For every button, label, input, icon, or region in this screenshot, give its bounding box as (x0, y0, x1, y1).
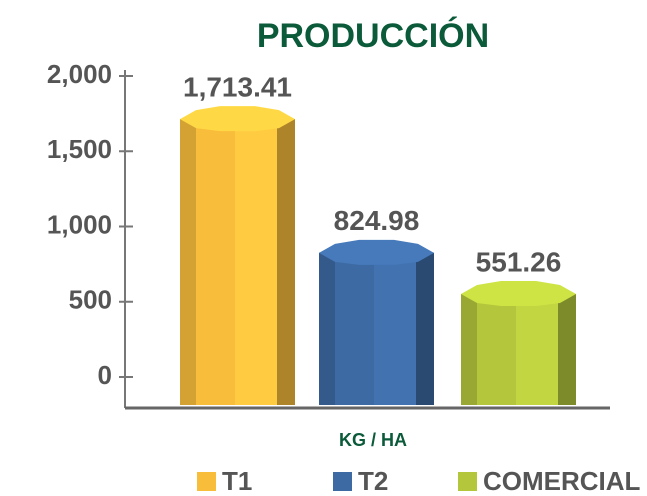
y-tick-label: 0 (98, 360, 112, 390)
legend-swatch (458, 472, 477, 491)
value-label: 1,713.41 (183, 72, 292, 103)
y-tick-label: 1,500 (47, 134, 112, 164)
bar-face-left (461, 294, 477, 405)
bar-face-left (180, 119, 196, 405)
bar-face-mid (516, 294, 558, 405)
legend-swatch (197, 472, 216, 491)
bar-face-mid (374, 252, 416, 405)
value-label: 824.98 (334, 205, 420, 236)
value-label: 551.26 (476, 246, 562, 277)
bar-face-right (277, 119, 295, 405)
bar-face-right (558, 294, 576, 405)
legend-swatch (333, 472, 352, 491)
legend-label: COMERCIAL (483, 466, 641, 496)
bar-face-right (416, 252, 434, 405)
legend-label: T1 (222, 466, 252, 496)
bar-top (180, 106, 295, 132)
chart-title: PRODUCCIÓN (257, 17, 489, 55)
bar-face-left (319, 252, 335, 405)
bar-top (319, 239, 434, 265)
y-tick-label: 1,000 (47, 209, 112, 239)
y-tick-label: 500 (69, 285, 112, 315)
bar-top (461, 281, 576, 307)
y-tick-label: 2,000 (47, 59, 112, 89)
x-axis-label: KG / HA (339, 430, 407, 450)
bar-face-mid (235, 119, 277, 405)
legend-label: T2 (358, 466, 388, 496)
